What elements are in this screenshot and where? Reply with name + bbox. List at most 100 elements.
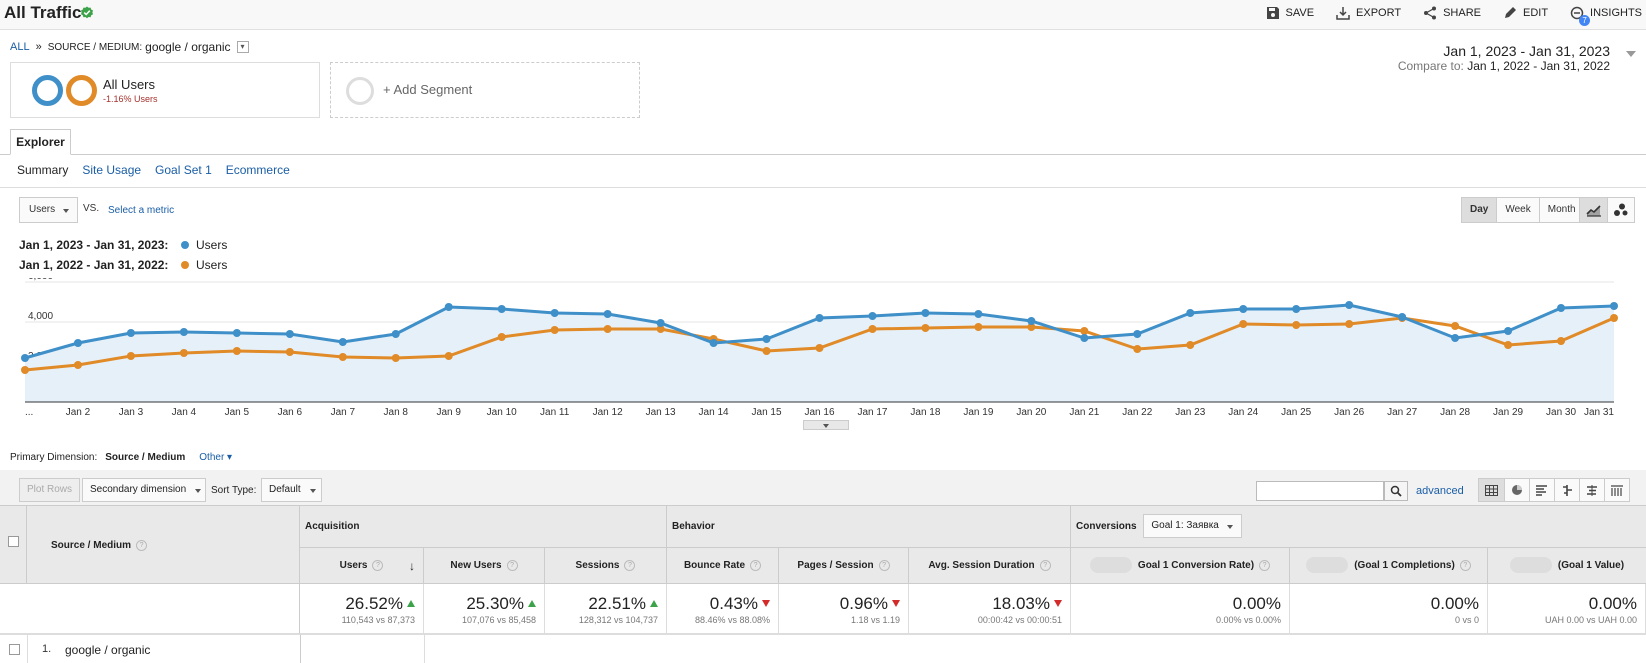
- table-header-dimension: Source / Medium?: [0, 506, 300, 584]
- caret-down-icon: [63, 209, 69, 213]
- subtab-goal-set-1[interactable]: Goal Set 1: [155, 163, 212, 177]
- share-label: SHARE: [1443, 7, 1481, 19]
- help-icon: ?: [624, 559, 636, 571]
- total-change-value: 25.30%: [424, 594, 536, 614]
- select-metric-link[interactable]: Select a metric: [108, 205, 175, 216]
- dimension-column-header[interactable]: Source / Medium?: [51, 540, 148, 551]
- breadcrumb-separator: »: [35, 41, 42, 53]
- data-point: [1080, 334, 1089, 342]
- subtab-site-usage[interactable]: Site Usage: [82, 163, 142, 177]
- tab-explorer[interactable]: Explorer: [10, 129, 71, 155]
- tab-divider: [0, 154, 1646, 155]
- breadcrumb-dropdown-icon[interactable]: ▾: [236, 41, 249, 53]
- total-comparison-text: 128,312 vs 104,737: [578, 615, 658, 625]
- subtab-ecommerce[interactable]: Ecommerce: [225, 163, 290, 177]
- data-point: [1557, 337, 1566, 345]
- performance-view-button[interactable]: [1529, 479, 1554, 501]
- secondary-dimension-select[interactable]: Secondary dimension: [82, 478, 206, 502]
- export-button[interactable]: EXPORT: [1336, 6, 1401, 20]
- column-pages-session[interactable]: Pages / Session?: [779, 548, 909, 584]
- secondary-dimension-label: Secondary dimension: [90, 484, 187, 495]
- save-button[interactable]: SAVE: [1266, 6, 1314, 20]
- total-change-text: 0.43%: [709, 594, 758, 613]
- totals-cell: 26.52% 110,543 vs 87,373: [300, 584, 424, 634]
- arrow-up-icon: [407, 600, 415, 607]
- share-button[interactable]: SHARE: [1423, 6, 1481, 20]
- motion-chart-button[interactable]: [1607, 198, 1634, 222]
- pie-chart-icon: [1512, 485, 1522, 495]
- segment-all-users[interactable]: All Users -1.16% Users: [10, 62, 320, 118]
- column-avg-session-duration[interactable]: Avg. Session Duration?: [909, 548, 1071, 584]
- plot-rows-button[interactable]: Plot Rows: [19, 478, 81, 502]
- data-point: [179, 328, 188, 336]
- granularity-day-button[interactable]: Day: [1462, 198, 1497, 222]
- column-users[interactable]: Users? ↓: [300, 548, 424, 584]
- column-pages-session-label: Pages / Session: [797, 560, 874, 571]
- row-source-medium-link[interactable]: google / organic: [65, 643, 151, 657]
- insights-button[interactable]: 7 INSIGHTS: [1570, 6, 1642, 26]
- term-cloud-button[interactable]: [1579, 479, 1604, 501]
- table-search-input[interactable]: [1256, 481, 1384, 501]
- edit-button[interactable]: EDIT: [1503, 6, 1548, 20]
- data-point: [974, 310, 983, 318]
- table-grid-icon: [1485, 484, 1498, 496]
- arrow-up-icon: [650, 600, 658, 607]
- add-segment-ring-icon: [346, 77, 374, 105]
- sort-type-select[interactable]: Default: [261, 478, 322, 502]
- total-change-value: 26.52%: [300, 594, 415, 614]
- caret-down-icon: [310, 489, 316, 493]
- column-bounce-rate[interactable]: Bounce Rate?: [667, 548, 779, 584]
- primary-dimension-other[interactable]: Other ▾: [199, 452, 233, 463]
- metric-select[interactable]: Users: [19, 197, 78, 223]
- term-cloud-icon: [1587, 484, 1597, 496]
- table-search-button[interactable]: [1384, 481, 1408, 501]
- data-point: [762, 335, 771, 343]
- x-tick-label: Jan 29: [1493, 407, 1523, 418]
- column-goal-completions[interactable]: (Goal 1 Completions)?: [1290, 548, 1488, 584]
- metric-select-value: Users: [29, 204, 56, 215]
- granularity-month-button[interactable]: Month: [1538, 198, 1584, 222]
- date-range-caret-icon[interactable]: [1626, 51, 1636, 57]
- breadcrumb-all-link[interactable]: ALL: [10, 41, 30, 53]
- pie-view-button[interactable]: [1504, 479, 1529, 501]
- totals-cell: 0.00% UAH 0.00 vs UAH 0.00: [1488, 584, 1646, 634]
- comparison-view-button[interactable]: [1554, 479, 1579, 501]
- row-divider: [27, 635, 28, 663]
- column-goal-conversion-rate-label: Goal 1 Conversion Rate): [1137, 560, 1255, 571]
- column-goal-conversion-rate[interactable]: Goal 1 Conversion Rate)?: [1071, 548, 1290, 584]
- data-view-button[interactable]: [1479, 479, 1504, 501]
- data-point: [1239, 305, 1248, 313]
- export-label: EXPORT: [1356, 7, 1402, 19]
- caret-down-icon: [823, 424, 829, 428]
- subtab-summary[interactable]: Summary: [17, 163, 69, 177]
- data-point: [1398, 313, 1407, 321]
- table-row[interactable]: 1. google / organic: [0, 634, 1646, 663]
- granularity-week-button[interactable]: Week: [1496, 198, 1539, 222]
- row-checkbox[interactable]: [9, 644, 20, 655]
- advanced-filter-link[interactable]: advanced: [1416, 485, 1464, 497]
- select-all-checkbox[interactable]: [8, 536, 19, 547]
- column-goal-value[interactable]: (Goal 1 Value): [1488, 548, 1646, 584]
- chart-expander-handle[interactable]: [803, 420, 849, 430]
- data-point: [1133, 345, 1142, 353]
- data-point: [1292, 305, 1301, 313]
- x-tick-label: Jan 18: [910, 407, 940, 418]
- date-range-picker[interactable]: Jan 1, 2023 - Jan 31, 2023 Compare to: J…: [1398, 43, 1610, 73]
- primary-dimension-value[interactable]: Source / Medium: [105, 452, 186, 463]
- data-point: [232, 347, 241, 355]
- x-tick-label: Jan 4: [172, 407, 197, 418]
- total-comparison-text: UAH 0.00 vs UAH 0.00: [1544, 615, 1637, 625]
- data-point: [868, 312, 877, 320]
- add-segment-button[interactable]: + Add Segment: [330, 62, 640, 118]
- column-sessions[interactable]: Sessions?: [545, 548, 667, 584]
- line-chart-button[interactable]: [1580, 198, 1607, 222]
- goal-select[interactable]: Goal 1: Заявка: [1143, 514, 1242, 539]
- comparison-icon: [1563, 484, 1572, 496]
- total-change-value: 0.43%: [667, 594, 770, 614]
- data-point: [1133, 330, 1142, 338]
- column-new-users[interactable]: New Users?: [424, 548, 545, 584]
- x-tick-label: Jan 15: [752, 407, 782, 418]
- pivot-view-button[interactable]: [1604, 479, 1629, 501]
- data-point: [974, 323, 983, 331]
